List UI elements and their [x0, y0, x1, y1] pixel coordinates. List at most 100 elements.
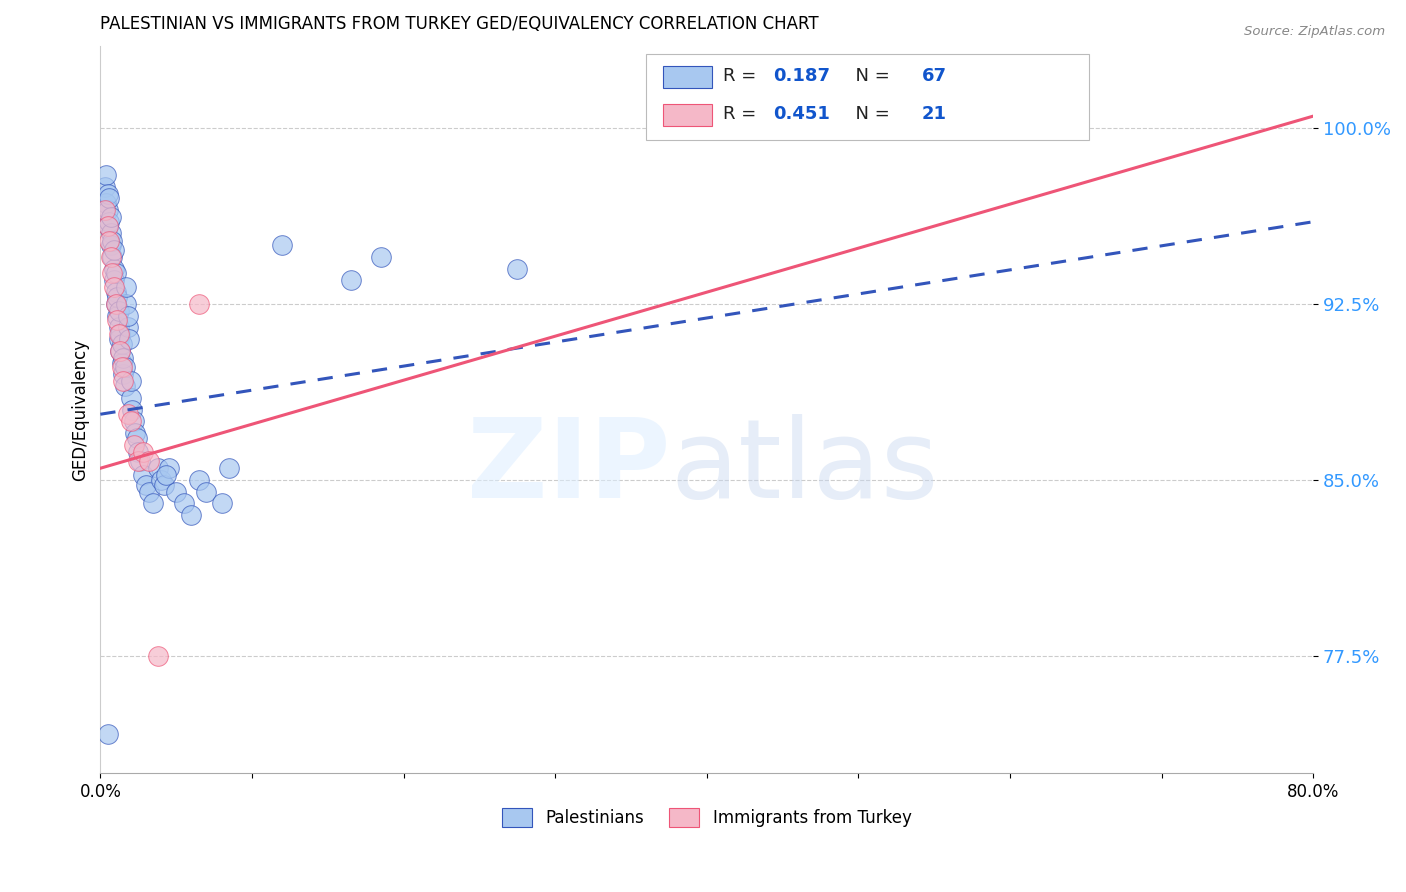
Point: [120, 391, 142, 405]
Point: [97, 186, 120, 201]
Point: [218, 461, 240, 475]
Point: [121, 402, 143, 417]
Point: [101, 234, 124, 248]
Text: 0.451: 0.451: [773, 105, 831, 123]
Point: [101, 250, 124, 264]
Point: [339, 273, 361, 287]
Text: 0.187: 0.187: [773, 67, 831, 86]
Point: [115, 297, 138, 311]
Point: [114, 360, 136, 375]
Point: [506, 261, 529, 276]
Point: [155, 468, 177, 483]
Point: [104, 285, 127, 300]
Point: [103, 243, 125, 257]
Point: [124, 425, 146, 440]
Point: [103, 261, 125, 276]
Text: PALESTINIAN VS IMMIGRANTS FROM TURKEY GED/EQUIVALENCY CORRELATION CHART: PALESTINIAN VS IMMIGRANTS FROM TURKEY GE…: [100, 15, 818, 33]
Point: [108, 343, 131, 358]
Point: [112, 351, 135, 365]
Point: [103, 280, 125, 294]
Point: [98, 215, 121, 229]
Point: [105, 290, 128, 304]
Text: ZIP: ZIP: [467, 414, 671, 521]
Point: [107, 320, 129, 334]
Point: [100, 210, 122, 224]
Point: [107, 332, 129, 346]
Point: [142, 496, 165, 510]
Point: [100, 250, 122, 264]
Point: [112, 375, 135, 389]
Point: [180, 508, 202, 523]
Point: [165, 484, 187, 499]
Point: [138, 454, 160, 468]
Point: [117, 320, 139, 334]
Point: [132, 445, 155, 459]
Point: [105, 313, 128, 327]
Point: [97, 726, 120, 740]
Point: [984, 120, 1007, 135]
Point: [100, 227, 122, 241]
Point: [118, 332, 141, 346]
Point: [132, 468, 155, 483]
Point: [117, 407, 139, 421]
FancyBboxPatch shape: [664, 103, 711, 126]
Point: [211, 496, 233, 510]
Point: [105, 309, 128, 323]
Point: [94, 202, 117, 217]
Text: N =: N =: [844, 105, 896, 123]
Point: [157, 461, 180, 475]
FancyBboxPatch shape: [664, 66, 711, 88]
Point: [108, 343, 131, 358]
Text: atlas: atlas: [671, 414, 939, 521]
Point: [984, 120, 1007, 135]
Point: [153, 477, 176, 491]
Point: [96, 196, 118, 211]
Point: [120, 414, 142, 428]
Text: R =: R =: [723, 67, 762, 86]
Text: R =: R =: [723, 105, 762, 123]
Point: [97, 202, 120, 217]
FancyBboxPatch shape: [647, 54, 1088, 140]
Point: [110, 355, 132, 369]
Point: [146, 461, 169, 475]
Text: N =: N =: [844, 67, 896, 86]
Point: [195, 484, 218, 499]
Point: [150, 473, 173, 487]
Point: [125, 431, 148, 445]
Point: [110, 336, 132, 351]
Text: 21: 21: [921, 105, 946, 123]
Point: [187, 473, 209, 487]
Point: [127, 445, 149, 459]
Point: [97, 219, 120, 234]
Legend: Palestinians, Immigrants from Turkey: Palestinians, Immigrants from Turkey: [502, 808, 911, 827]
Point: [138, 484, 160, 499]
Point: [173, 496, 195, 510]
Point: [110, 360, 132, 375]
Point: [100, 238, 122, 252]
Point: [114, 379, 136, 393]
Point: [107, 304, 129, 318]
Point: [120, 375, 142, 389]
Point: [135, 477, 157, 491]
Point: [98, 234, 121, 248]
Point: [122, 414, 145, 428]
Point: [96, 168, 118, 182]
Point: [101, 266, 124, 280]
Point: [98, 191, 121, 205]
Point: [271, 238, 294, 252]
Text: 67: 67: [921, 67, 946, 86]
Point: [128, 454, 150, 468]
Point: [94, 179, 117, 194]
Point: [187, 297, 209, 311]
Y-axis label: GED/Equivalency: GED/Equivalency: [72, 338, 89, 481]
Point: [97, 219, 120, 234]
Point: [104, 297, 127, 311]
Point: [115, 280, 138, 294]
Point: [104, 266, 127, 280]
Point: [108, 327, 131, 342]
Point: [146, 648, 169, 663]
Point: [104, 297, 127, 311]
Point: [103, 273, 125, 287]
Point: [370, 250, 392, 264]
Point: [127, 454, 149, 468]
